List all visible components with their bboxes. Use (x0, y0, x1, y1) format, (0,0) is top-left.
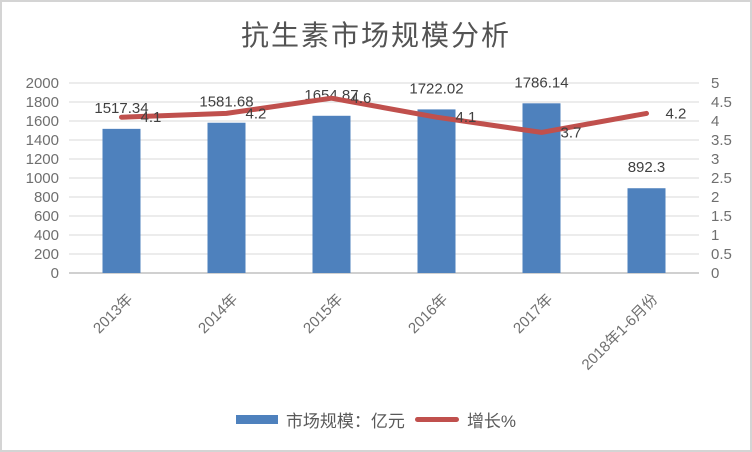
right-axis-tick-label: 5 (711, 75, 719, 92)
left-axis-tick-label: 1600 (26, 113, 59, 130)
right-axis-tick-label: 1 (711, 227, 719, 244)
bar-value-label: 1786.14 (514, 74, 568, 91)
bar (627, 188, 666, 273)
bar-value-label: 892.3 (628, 159, 666, 176)
line-value-label: 4.1 (141, 109, 162, 126)
x-axis-category-label: 2018年1-6月份 (579, 291, 662, 374)
right-axis-tick-label: 4 (711, 113, 719, 130)
bar-value-label: 1581.68 (199, 94, 253, 111)
legend-bar-label: 市场规模：亿元 (285, 412, 405, 431)
right-axis-tick-label: 2.5 (711, 170, 732, 187)
x-axis-category-label: 2013年 (90, 291, 136, 337)
left-axis-tick-label: 1200 (26, 151, 59, 168)
bar-value-label: 1517.34 (94, 100, 148, 117)
bar (102, 128, 141, 273)
line-value-label: 4.2 (246, 105, 267, 122)
legend-line-swatch-icon (414, 417, 459, 422)
left-axis-tick-label: 1000 (26, 170, 59, 187)
bar-value-label: 1722.02 (409, 80, 463, 97)
right-axis-tick-label: 3 (711, 151, 719, 168)
left-axis-tick-label: 0 (51, 265, 59, 282)
x-axis-category-label: 2017年 (510, 291, 556, 337)
bar (207, 122, 246, 273)
growth-line (119, 95, 649, 135)
right-axis-tick-label: 1.5 (711, 208, 732, 225)
chart-title: 抗生素市场规模分析 (240, 20, 511, 51)
legend-bar-swatch-icon (235, 415, 278, 424)
right-axis-tick-label: 3.5 (711, 132, 732, 149)
legend-line-label: 增长% (466, 412, 517, 431)
right-axis-tick-label: 4.5 (711, 94, 732, 111)
bar (417, 109, 456, 273)
line-value-label: 3.7 (561, 124, 582, 141)
right-axis-tick-label: 2 (711, 189, 719, 206)
left-axis-tick-label: 1400 (26, 132, 59, 149)
left-axis-tick-label: 400 (34, 227, 59, 244)
left-axis-tick-label: 200 (34, 246, 59, 263)
bar (312, 115, 351, 273)
x-axis-category-label: 2016年 (405, 291, 451, 337)
line-value-label: 4.1 (456, 109, 477, 126)
legend: 市场规模：亿元 增长% (2, 407, 750, 432)
x-axis-category-label: 2015年 (300, 291, 346, 337)
left-axis-tick-label: 800 (34, 189, 59, 206)
right-axis-tick-label: 0 (711, 265, 719, 282)
left-axis-tick-label: 2000 (26, 75, 59, 92)
line-value-label: 4.6 (351, 90, 372, 107)
left-axis-tick-label: 1800 (26, 94, 59, 111)
left-axis-tick-label: 600 (34, 208, 59, 225)
right-axis-tick-label: 0.5 (711, 246, 732, 263)
x-axis-category-label: 2014年 (195, 291, 241, 337)
line-value-label: 4.2 (666, 105, 687, 122)
